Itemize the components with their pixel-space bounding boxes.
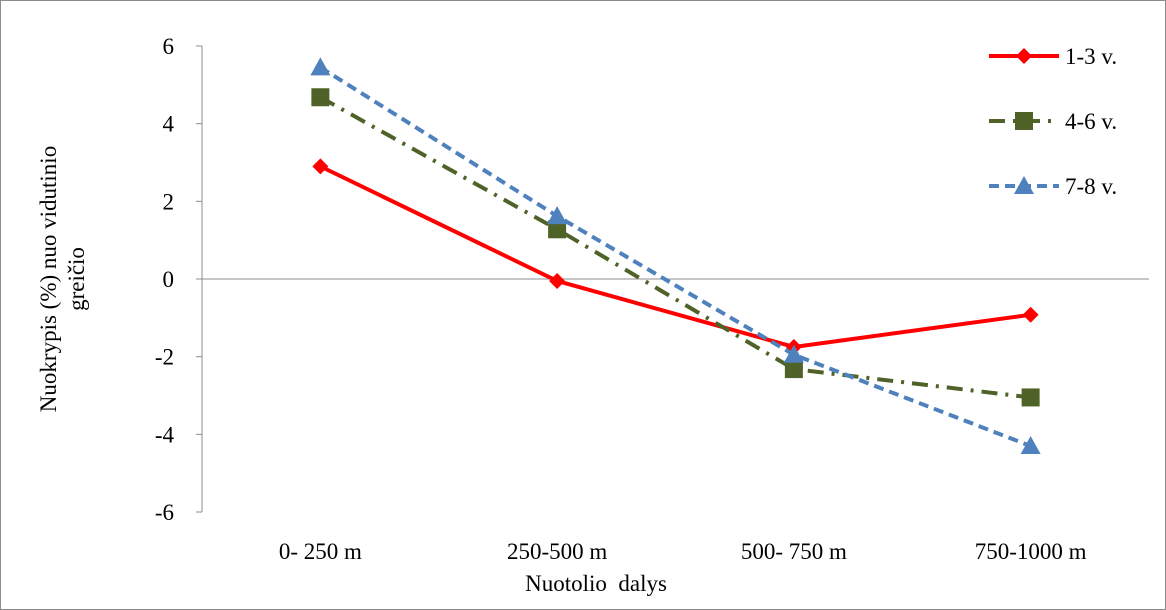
x-axis-label: Nuotolio dalys [525, 571, 667, 596]
legend-item: 7-8 v. [989, 174, 1117, 199]
series-line [319, 95, 1031, 400]
y-tick-label: 4 [163, 112, 175, 137]
legend-marker [1014, 176, 1034, 194]
series-group [310, 57, 1041, 454]
data-point-marker [311, 88, 330, 107]
data-point-marker [547, 206, 568, 225]
y-tick-label: 0 [163, 267, 175, 292]
y-tick-labels: 6 4 2 0 -2 -4 -6 [155, 34, 175, 525]
series-3 [310, 57, 1041, 454]
data-point-marker [1021, 388, 1040, 407]
data-point-marker [1022, 306, 1039, 323]
y-tick-label: -2 [155, 345, 174, 370]
y-axis-label: Nuokrypis (%) nuo vidutinio greičio [36, 146, 89, 412]
series-line [319, 164, 1031, 349]
legend: 1-3 v. 4-6 v. 7-8 v. [989, 44, 1117, 199]
data-point-marker [312, 158, 329, 175]
data-point-marker [548, 220, 567, 239]
data-point-marker [310, 57, 331, 76]
x-tick-label: 0- 250 m [279, 539, 362, 564]
data-point-marker [1020, 435, 1041, 454]
y-axis-label-line-1: Nuokrypis (%) nuo vidutinio [36, 146, 61, 412]
legend-item: 4-6 v. [989, 109, 1117, 134]
x-tick-label: 250-500 m [507, 539, 607, 564]
x-tick-labels: 0- 250 m 250-500 m 500- 750 m 750-1000 m [279, 539, 1087, 564]
x-tick-label: 500- 750 m [741, 539, 847, 564]
series-line [319, 65, 1032, 448]
data-point-marker [784, 360, 803, 379]
y-tick-label: -6 [155, 500, 174, 525]
series-2 [311, 88, 1040, 407]
legend-marker [1015, 112, 1033, 130]
series-1 [312, 158, 1039, 355]
y-axis-label-line-2: greičio [64, 247, 89, 311]
y-tick-label: 6 [163, 34, 175, 59]
legend-item: 1-3 v. [989, 44, 1117, 69]
y-tick-label: -4 [155, 422, 175, 447]
legend-label: 1-3 v. [1065, 44, 1117, 69]
data-point-marker [783, 344, 804, 363]
y-tick-label: 2 [163, 189, 175, 214]
legend-marker [1016, 48, 1032, 64]
data-point-marker [549, 272, 566, 289]
legend-label: 4-6 v. [1065, 109, 1117, 134]
x-tick-label: 750-1000 m [975, 539, 1087, 564]
legend-label: 7-8 v. [1065, 174, 1117, 199]
axes [196, 45, 1149, 513]
